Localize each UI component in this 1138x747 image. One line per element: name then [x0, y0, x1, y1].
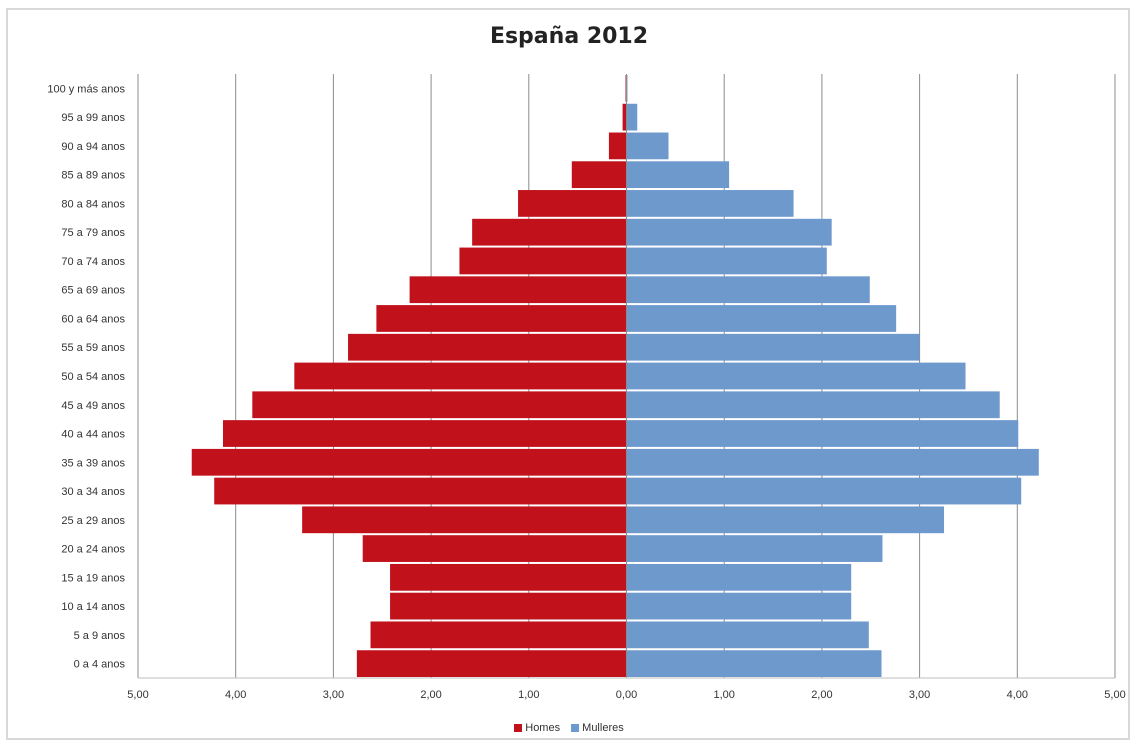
bar-mulleres — [626, 448, 1039, 476]
x-tick-label: 1,00 — [713, 689, 734, 701]
bar-homes — [390, 592, 627, 620]
bar-homes — [376, 305, 627, 332]
category-label: 60 a 64 anos — [61, 313, 125, 325]
bar-homes — [191, 448, 627, 476]
bar-mulleres — [626, 621, 869, 649]
category-label: 100 y más anos — [47, 83, 125, 95]
legend-item-mulleres: Mulleres — [571, 722, 624, 734]
bar-mulleres — [626, 420, 1019, 447]
chart-legend: Homes Mulleres — [0, 722, 1138, 734]
bar-homes — [608, 132, 627, 160]
x-tick-label: 3,00 — [909, 689, 930, 701]
bar-mulleres — [626, 477, 1022, 505]
bar-homes — [356, 650, 627, 677]
legend-label-homes: Homes — [525, 722, 561, 735]
bar-homes — [252, 391, 627, 419]
legend-item-homes: Homes — [514, 722, 560, 734]
bar-homes — [518, 190, 627, 217]
x-tick-label: 3,00 — [323, 689, 344, 701]
category-label: 70 a 74 anos — [61, 256, 125, 268]
category-label: 80 a 84 anos — [61, 198, 125, 210]
category-label: 20 a 24 anos — [61, 544, 125, 556]
bar-homes — [362, 535, 627, 562]
chart-title: España 2012 — [489, 24, 649, 49]
bar-mulleres — [626, 276, 870, 304]
bar-homes — [409, 276, 627, 304]
bar-mulleres — [626, 506, 945, 534]
category-label: 45 a 49 anos — [61, 400, 125, 412]
bar-mulleres — [626, 592, 852, 620]
category-label: 5 a 9 anos — [74, 630, 126, 642]
bar-mulleres — [626, 132, 669, 160]
bar-homes — [459, 247, 627, 275]
bar-homes — [622, 103, 627, 131]
bar-homes — [390, 563, 627, 591]
category-label: 10 a 14 anos — [61, 601, 125, 613]
category-label: 15 a 19 anos — [61, 572, 125, 584]
bar-homes — [472, 218, 627, 246]
category-label: 40 a 44 anos — [61, 429, 125, 441]
x-tick-label: 2,00 — [420, 689, 441, 701]
x-tick-label: 4,00 — [1007, 689, 1028, 701]
bar-homes — [348, 333, 627, 361]
legend-swatch-mulleres — [571, 724, 580, 733]
category-label: 85 a 89 anos — [61, 170, 125, 182]
bar-mulleres — [626, 362, 966, 390]
x-tick-label: 5,00 — [127, 689, 148, 701]
category-label: 35 a 39 anos — [61, 457, 125, 469]
bar-mulleres — [626, 190, 794, 217]
bar-mulleres — [626, 305, 897, 332]
category-label: 50 a 54 anos — [61, 371, 125, 383]
bar-homes — [214, 477, 627, 505]
bar-mulleres — [626, 563, 852, 591]
bar-mulleres — [626, 333, 920, 361]
category-label: 25 a 29 anos — [61, 515, 125, 527]
bar-homes — [302, 506, 627, 534]
bar-homes — [370, 621, 627, 649]
category-label: 90 a 94 anos — [61, 141, 125, 153]
category-label: 75 a 79 anos — [61, 227, 125, 239]
bar-mulleres — [626, 103, 638, 131]
category-label: 30 a 34 anos — [61, 486, 125, 498]
bar-homes — [222, 420, 627, 447]
legend-label-mulleres: Mulleres — [582, 722, 624, 735]
x-tick-label: 2,00 — [811, 689, 832, 701]
bar-homes — [571, 161, 627, 189]
category-label: 95 a 99 anos — [61, 112, 125, 124]
x-tick-label: 4,00 — [225, 689, 246, 701]
bar-mulleres — [626, 391, 1000, 419]
category-label: 0 a 4 anos — [74, 659, 126, 671]
bar-mulleres — [626, 535, 883, 562]
bar-homes — [294, 362, 627, 390]
bar-mulleres — [626, 218, 832, 246]
x-tick-label: 0,00 — [616, 689, 637, 701]
category-label: 55 a 59 anos — [61, 342, 125, 354]
legend-swatch-homes — [514, 724, 523, 733]
bar-mulleres — [626, 247, 827, 275]
x-tick-label: 5,00 — [1104, 689, 1125, 701]
category-label: 65 a 69 anos — [61, 285, 125, 297]
x-tick-label: 1,00 — [518, 689, 539, 701]
bar-mulleres — [626, 650, 882, 677]
bar-mulleres — [626, 161, 730, 189]
